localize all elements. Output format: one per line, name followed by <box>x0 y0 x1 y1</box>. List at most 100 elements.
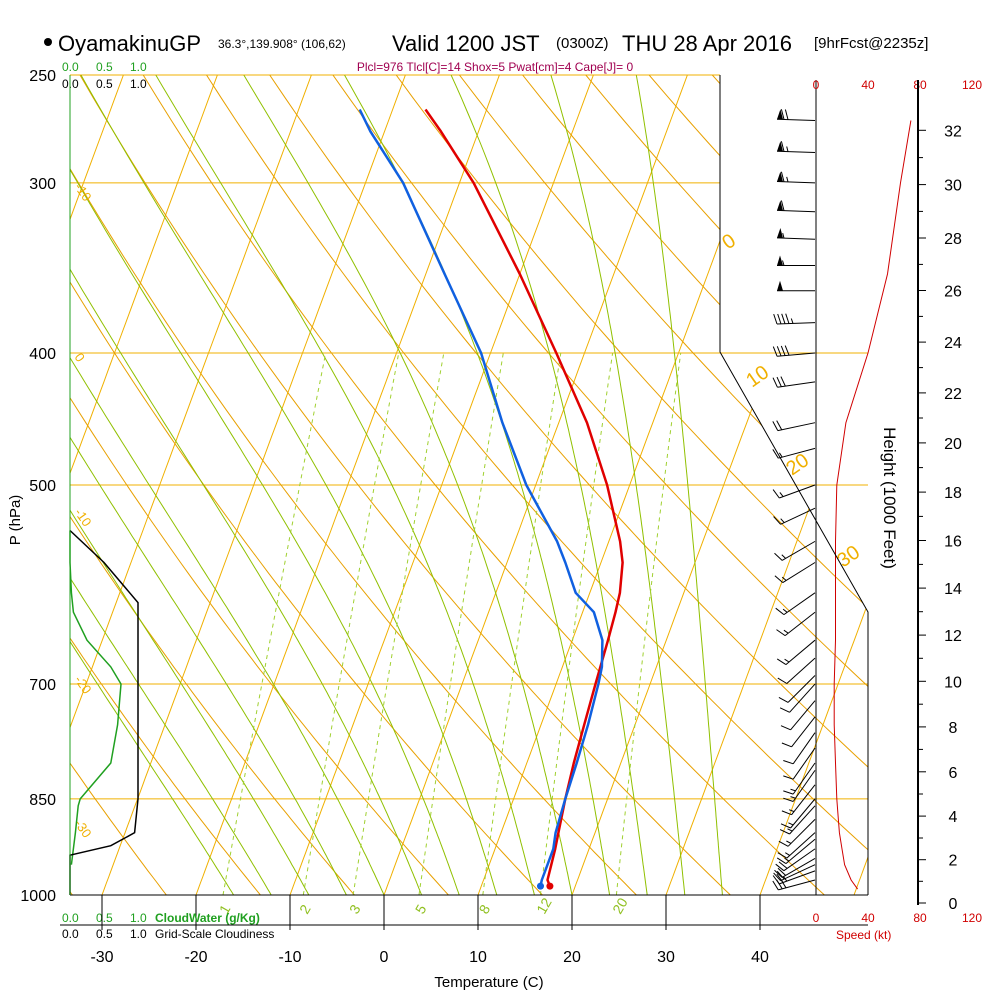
height-tick-label: 10 <box>944 674 962 691</box>
theta-label: 0 <box>718 230 740 254</box>
wind-barb <box>779 805 816 835</box>
moist-adiabat-line <box>70 75 460 895</box>
height-tick-label: 24 <box>944 335 962 352</box>
valid-time: Valid 1200 JST <box>392 31 540 56</box>
x-tick-label: 0 <box>380 949 389 966</box>
speed-bottom-tick: 40 <box>861 911 875 925</box>
x-tick-label: 30 <box>657 949 675 966</box>
dewpoint-surface-dot <box>537 882 544 890</box>
dewpoint-line <box>358 108 604 887</box>
wind-barb <box>772 345 816 357</box>
x-tick-label: 20 <box>563 949 581 966</box>
moist-adiabat-line <box>70 75 235 895</box>
wind-barb <box>775 592 816 616</box>
wind-barb <box>772 420 816 432</box>
dry-adiabat-line <box>206 75 868 895</box>
cloud-water-bottom-tick: 0.5 <box>96 911 113 925</box>
x-tick-label: 10 <box>469 949 487 966</box>
wind-barb <box>774 540 816 561</box>
moist-adiabat-line <box>70 75 423 895</box>
isotherm-line <box>70 75 312 895</box>
height-tick-label: 20 <box>944 436 962 453</box>
wind-barb <box>774 562 816 584</box>
mixing-ratio-label: 5 <box>412 902 430 917</box>
station-name: OyamakinuGP <box>58 31 201 56</box>
wind-barb <box>776 255 816 267</box>
wind-barb <box>776 639 816 666</box>
isotherm-line <box>195 75 500 895</box>
speed-bottom-tick: 0 <box>813 911 820 925</box>
wind-barb <box>783 732 816 765</box>
wind-barb <box>776 228 816 240</box>
wind-barb <box>777 832 816 859</box>
x-axis-title: Temperature (C) <box>434 974 543 991</box>
height-tick-label: 4 <box>949 809 958 826</box>
dry-adiabat-line <box>395 75 868 895</box>
cloud-panel: 0.0 0.0 0.0 0.0 0.5 0.5 0.5 0.5 1.0 1.0 1.0 1.0 <box>62 60 147 941</box>
pressure-tick-label: 400 <box>29 346 56 363</box>
dry-adiabat-line <box>70 75 543 895</box>
isotherm-line <box>853 75 868 895</box>
height-tick-label: 14 <box>944 581 962 598</box>
cloud-water-top-tick: 1.0 <box>130 60 147 74</box>
cloud-water-line <box>69 530 122 865</box>
cloudiness-top-tick: 0.0 <box>62 77 79 91</box>
pressure-tick-label: 850 <box>29 792 56 809</box>
speed-label: Speed (kt) <box>836 928 891 942</box>
cloudiness-bottom-tick: 0.0 <box>62 927 79 941</box>
wind-barb <box>783 747 816 780</box>
mixing-ratio-line <box>482 352 562 895</box>
wind-barb <box>777 657 816 684</box>
height-tick-label: 30 <box>944 178 962 195</box>
wind-barb <box>773 313 816 325</box>
moist-adiabat-line <box>80 75 498 895</box>
wind-barb <box>776 838 816 865</box>
moist-adiabat-line <box>550 75 686 895</box>
pressure-tick-label: 1000 <box>20 888 56 905</box>
cloudiness-top-tick: 0.5 <box>96 77 113 91</box>
cloudiness-bottom-tick: 1.0 <box>130 927 147 941</box>
x-tick-label: 40 <box>751 949 769 966</box>
mixing-ratio-label: 20 <box>609 895 631 917</box>
isotherm-label: -10 <box>72 505 95 529</box>
x-tick-label: -10 <box>278 949 301 966</box>
height-tick-label: 22 <box>944 386 962 403</box>
wind-barb <box>781 784 816 816</box>
cloudiness-top-tick: 1.0 <box>130 77 147 91</box>
x-tick-label: -20 <box>184 949 207 966</box>
dry-adiabat-line <box>70 75 167 895</box>
moist-adiabat-line <box>243 75 573 895</box>
height-tick-label: 28 <box>944 231 962 248</box>
isotherm-line <box>759 75 868 895</box>
speed-top-tick: 80 <box>913 78 927 92</box>
dry-adiabat-line <box>142 75 825 895</box>
height-axis-title: Height (1000 Feet) <box>880 427 899 569</box>
isotherm-line <box>477 75 782 895</box>
wind-barb <box>783 762 816 795</box>
isotherm-label: 0 <box>72 350 88 365</box>
header: OyamakinuGP 36.3°,139.908° (106,62) Vali… <box>44 31 928 74</box>
mixing-ratio-label: 12 <box>533 895 555 917</box>
wind-barb <box>780 700 816 731</box>
pressure-tick-label: 500 <box>29 478 56 495</box>
cloud-water-bottom-tick: 1.0 <box>130 911 147 925</box>
pressure-tick-label: 250 <box>29 68 56 85</box>
dry-adiabat-line <box>332 75 868 895</box>
dry-adiabat-line <box>79 75 731 895</box>
mixing-ratio-line <box>302 352 400 895</box>
dry-adiabat-line <box>70 75 261 895</box>
wind-barb <box>773 507 816 525</box>
x-tick-label: -30 <box>90 949 113 966</box>
wind-barb <box>775 848 816 872</box>
speed-top-tick: 40 <box>861 78 875 92</box>
mixing-ratio-line <box>418 352 504 895</box>
speed-bottom-tick: 80 <box>913 911 927 925</box>
station-coords: 36.3°,139.908° (106,62) <box>218 37 346 51</box>
dry-adiabat-line <box>269 75 868 895</box>
speed-top-tick: 120 <box>962 78 982 92</box>
wind-speed-line <box>833 120 912 890</box>
wind-barb <box>779 683 816 713</box>
